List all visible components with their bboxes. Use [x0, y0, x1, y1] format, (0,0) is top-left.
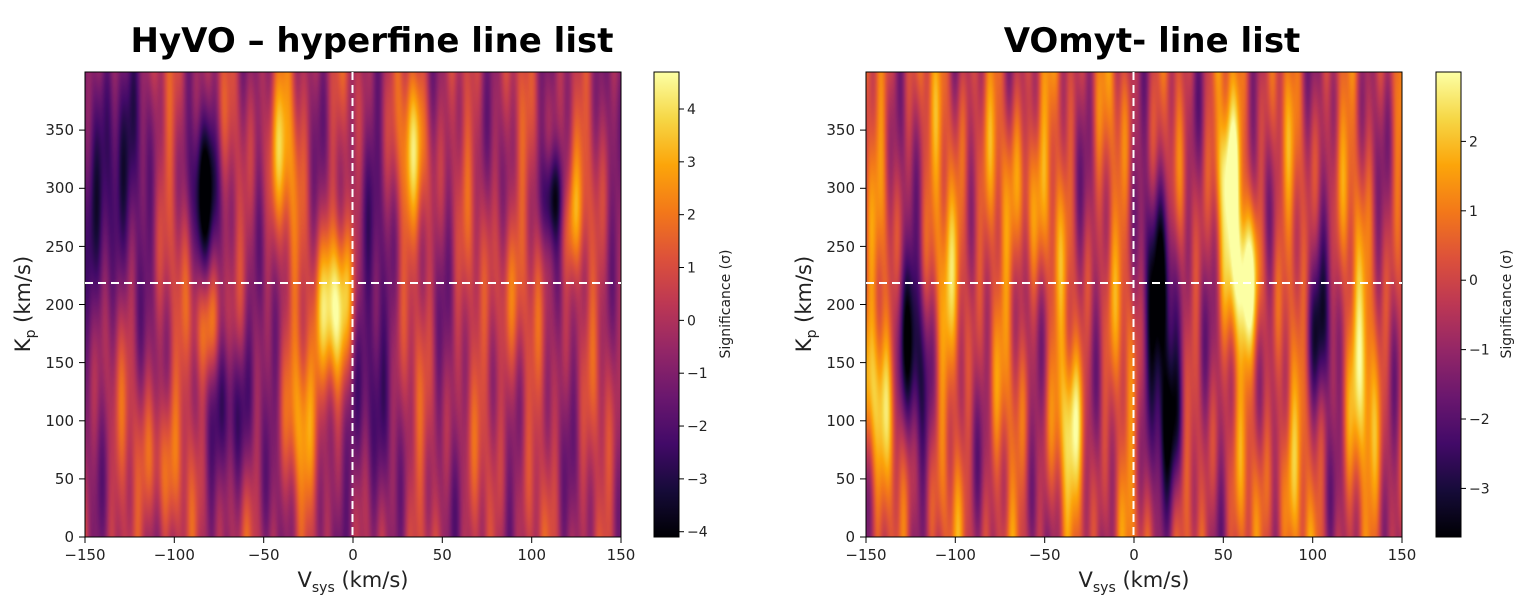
x-tick-label: −150: [845, 546, 886, 564]
y-tick-label: 0: [64, 528, 74, 546]
colorbar: [1435, 71, 1462, 538]
cbar-tick-label: −2: [687, 419, 708, 435]
cbar-tick-label: −4: [687, 525, 708, 541]
x-tick-label: 0: [1129, 546, 1139, 564]
y-axis-label: Kp (km/s): [792, 256, 820, 352]
x-axis-label: Vsys (km/s): [1079, 568, 1190, 596]
cbar-tick-label: 0: [1469, 273, 1478, 289]
y-axis-label: Kp (km/s): [11, 256, 39, 352]
x-tick-label: −150: [64, 546, 105, 564]
cbar-tick-label: −1: [687, 366, 708, 382]
x-tick-label: 100: [1298, 546, 1327, 564]
y-tick-label: 250: [45, 238, 74, 256]
cbar-tick-label: 4: [687, 102, 696, 118]
cbar-tick-label: 1: [687, 261, 696, 277]
x-tick-label: 150: [1388, 546, 1417, 564]
x-tick-label: −100: [154, 546, 195, 564]
y-tick-label: 200: [45, 296, 74, 314]
panel-title: VOmyt- line list: [1004, 21, 1301, 61]
x-tick-label: −100: [935, 546, 976, 564]
y-tick-label: 50: [836, 470, 855, 488]
heatmap-canvas: [85, 72, 621, 537]
y-tick-label: 300: [45, 179, 74, 197]
y-tick-label: 100: [826, 412, 855, 430]
x-axis-label: Vsys (km/s): [298, 568, 409, 596]
cbar-tick-label: −2: [1469, 412, 1490, 428]
y-tick-label: 150: [45, 354, 74, 372]
y-tick-label: 50: [55, 470, 74, 488]
y-tick-label: 0: [845, 528, 855, 546]
cbar-tick-label: −3: [1469, 481, 1490, 497]
x-tick-label: 150: [607, 546, 636, 564]
y-tick-label: 150: [826, 354, 855, 372]
y-tick-label: 100: [45, 412, 74, 430]
heatmap-area: [866, 72, 1402, 537]
heatmap-canvas: [866, 72, 1402, 537]
colorbar: [653, 71, 680, 538]
y-tick-label: 200: [826, 296, 855, 314]
y-tick-label: 350: [826, 121, 855, 139]
x-tick-label: 50: [433, 546, 452, 564]
cbar-tick-label: 0: [687, 313, 696, 329]
y-tick-label: 250: [826, 238, 855, 256]
x-tick-label: 0: [348, 546, 358, 564]
y-tick-label: 350: [45, 121, 74, 139]
colorbar-label: Significance (σ): [1499, 250, 1515, 359]
colorbar-ticks: −4 −3 −2 −1 0 1 2 3 4: [679, 102, 708, 541]
x-tick-label: 50: [1214, 546, 1233, 564]
heatmap-area: [85, 72, 621, 537]
x-tick-label: −50: [248, 546, 280, 564]
colorbar-label: Significance (σ): [718, 250, 734, 359]
cbar-tick-label: 2: [687, 208, 696, 224]
colorbar-ticks: −3 −2 −1 0 1 2: [1461, 134, 1490, 497]
panel-hyvo: HyVO – hyperfine line list −150 −100 −50…: [11, 21, 734, 596]
cbar-tick-label: 3: [687, 155, 696, 171]
cbar-tick-label: −1: [1469, 343, 1490, 359]
cbar-tick-label: 2: [1469, 134, 1478, 150]
cbar-tick-label: 1: [1469, 204, 1478, 220]
panel-vomyt: VOmyt- line list −150 −100 −50 0 50 100 …: [792, 21, 1515, 596]
panel-title: HyVO – hyperfine line list: [131, 21, 614, 61]
x-tick-label: −50: [1029, 546, 1061, 564]
y-tick-label: 300: [826, 179, 855, 197]
cbar-tick-label: −3: [687, 472, 708, 488]
x-tick-label: 100: [517, 546, 546, 564]
